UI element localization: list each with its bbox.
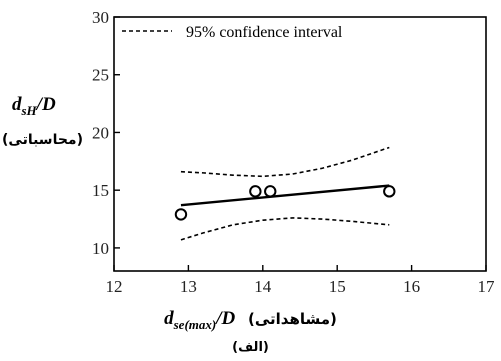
y-tick-label: 10 (92, 239, 109, 258)
x-tick-label: 14 (254, 277, 272, 296)
legend-label: 95% confidence interval (186, 24, 343, 41)
y-axis-label: dsH/D (12, 94, 56, 118)
data-point (249, 185, 262, 198)
x-tick-label: 17 (478, 277, 496, 296)
x-tick-label: 12 (106, 277, 123, 296)
y-tick-label: 20 (92, 123, 109, 142)
legend: 95% confidence interval (122, 24, 343, 41)
y-axis-note: (محاسباتی) (2, 132, 83, 148)
data-point (383, 185, 396, 198)
y-tick-label: 25 (92, 66, 109, 85)
data-point (174, 208, 188, 221)
x-axis-label: dse(max)/D (مشاهداتی) (164, 308, 337, 332)
y-tick-label: 30 (92, 8, 109, 27)
ci-upper-curve (180, 146, 390, 178)
fit-line (180, 184, 390, 207)
y-tick-label: 15 (92, 181, 109, 200)
x-tick-label: 13 (180, 277, 197, 296)
plot-frame (113, 16, 487, 272)
ci-lower-curve (180, 217, 390, 241)
data-point (264, 185, 277, 198)
x-axis-note: (مشاهداتی) (247, 310, 337, 328)
figure-caption: (الف) (232, 340, 269, 355)
x-tick-label: 16 (403, 277, 420, 296)
x-tick-label: 15 (329, 277, 346, 296)
